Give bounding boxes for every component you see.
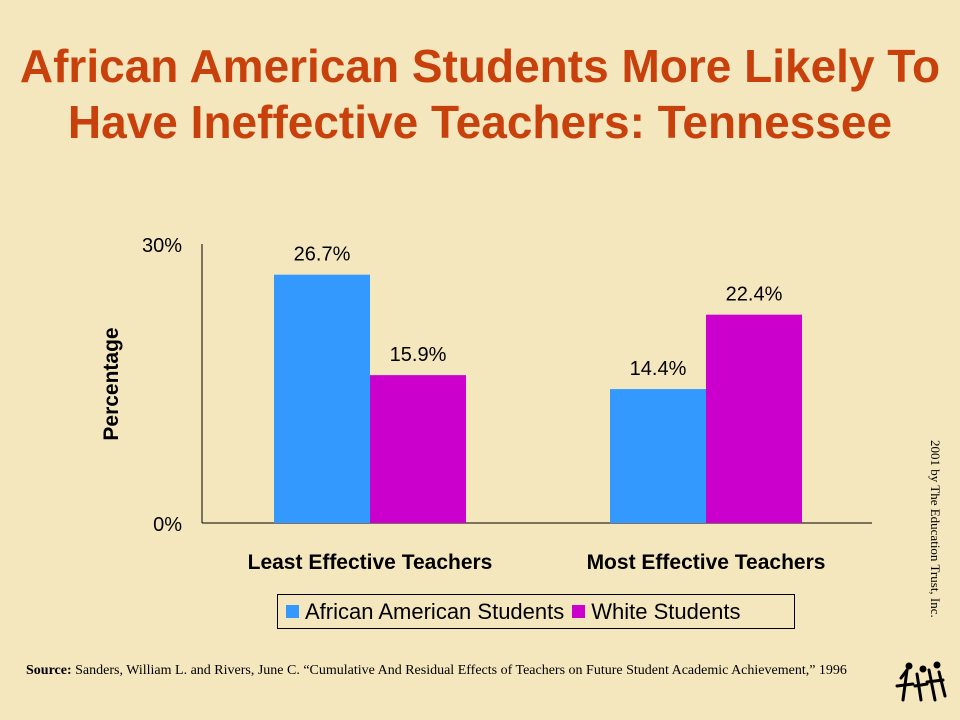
chart-bars (274, 274, 802, 523)
data-label: 14.4% (630, 358, 687, 380)
legend-swatch-african-american (286, 605, 299, 618)
slide-title: African American Students More Likely To… (19, 40, 941, 148)
y-tick-label: 0% (153, 514, 182, 536)
data-label: 22.4% (726, 284, 783, 306)
source-citation: Source: Sanders, William L. and Rivers, … (26, 661, 866, 681)
bar (370, 375, 466, 523)
bar (706, 314, 802, 523)
source-text: Sanders, William L. and Rivers, June C. … (75, 663, 847, 678)
chart-labels: 26.7% 15.9% Least Effective Teachers 14.4% 2… (248, 244, 826, 574)
chart-axes: 0% 30% Percentage (100, 235, 872, 536)
chart-legend: African American Students White Students (277, 594, 795, 629)
education-trust-logo-icon (895, 661, 947, 702)
legend-swatch-white (572, 605, 586, 618)
y-tick-label: 30% (142, 235, 182, 257)
data-label: 26.7% (294, 244, 351, 266)
bar (274, 274, 370, 523)
bar-chart: 0% 30% Percentage 26.7% 15.9% Least Effectiv… (100, 235, 872, 574)
x-tick-label: Most Effective Teachers (587, 551, 826, 574)
legend-label-white: White Students (591, 598, 741, 624)
data-label: 15.9% (390, 344, 447, 366)
legend-item-white: White Students (572, 599, 740, 625)
x-tick-label: Least Effective Teachers (248, 551, 493, 574)
copyright-notice: 2001 by The Education Trust, Inc. (928, 440, 943, 618)
bar (610, 389, 706, 523)
legend-label-african-american: African American Students (305, 598, 565, 624)
legend-item-african-american: African American Students (286, 599, 564, 625)
y-axis-label: Percentage (100, 327, 123, 440)
source-label: Source: (26, 663, 72, 678)
